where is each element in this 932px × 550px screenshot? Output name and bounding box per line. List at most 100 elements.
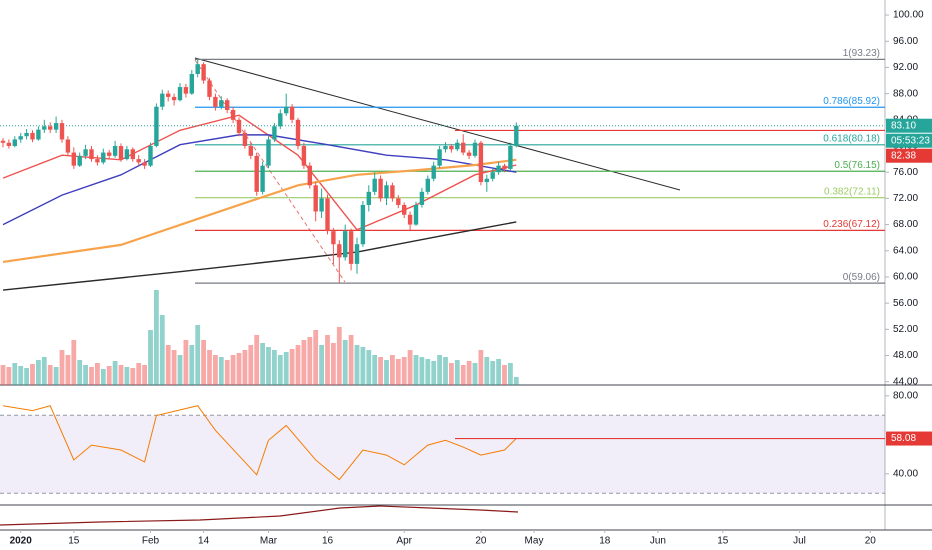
y-tick-label: 60.00 — [893, 272, 918, 283]
volume-bar — [248, 345, 254, 385]
volume-bar — [136, 363, 142, 385]
rsi-tick-label: 80.00 — [893, 390, 918, 401]
volume-bar — [454, 360, 460, 385]
volume-bar — [118, 365, 124, 385]
volume-bar — [443, 357, 448, 385]
volume-bar — [36, 360, 41, 385]
candle-body — [319, 198, 324, 212]
volume-bar — [183, 340, 189, 385]
y-tick-label: 76.00 — [893, 167, 918, 178]
x-tick-label: 16 — [322, 536, 334, 547]
y-tick-label: 48.00 — [893, 350, 918, 361]
candle-body — [272, 126, 277, 140]
volume-bar — [12, 363, 18, 385]
candle-body — [289, 106, 295, 120]
volume-bar — [336, 327, 342, 385]
candle-body — [213, 96, 218, 107]
candle-body — [260, 165, 265, 192]
candle-body — [130, 149, 135, 160]
candle-body — [295, 119, 301, 147]
candle-body — [413, 204, 419, 225]
volume-bar — [502, 365, 507, 385]
volume-bar — [266, 347, 271, 385]
fib-label: 0.5(76.15) — [834, 160, 880, 171]
volume-bar — [384, 360, 389, 385]
candle-body — [278, 113, 283, 127]
candle-body — [366, 191, 371, 205]
level-label-bg — [886, 148, 932, 163]
x-tick-label: 2020 — [10, 536, 33, 547]
candle-body — [171, 96, 177, 101]
volume-bar — [201, 340, 206, 385]
volume-bar — [325, 335, 330, 385]
candle-body — [53, 123, 59, 130]
volume-bar — [171, 350, 177, 385]
volume-bar — [390, 355, 395, 385]
fib-label: 0.236(67.12) — [823, 219, 880, 230]
candle-body — [402, 204, 407, 215]
x-tick-label: 20 — [865, 536, 877, 547]
x-tick-label: Feb — [142, 536, 160, 547]
volume-bar — [106, 366, 112, 385]
candle-body — [425, 178, 430, 192]
volume-bar — [348, 335, 354, 385]
x-tick-label: Jul — [793, 536, 806, 547]
candle-body — [390, 185, 395, 199]
volume-bar — [331, 343, 336, 385]
candle-body — [166, 93, 171, 97]
candle-body — [136, 159, 141, 163]
candle-body — [124, 149, 130, 160]
volume-bar — [419, 357, 425, 385]
rsi-tick-label: 40.00 — [893, 468, 918, 479]
volume-bar — [283, 352, 289, 385]
candle-body — [396, 198, 401, 205]
candle-body — [331, 231, 336, 245]
candle-body — [118, 146, 124, 160]
candle-body — [112, 146, 118, 156]
volume-bar — [53, 367, 59, 385]
volume-bar — [272, 350, 277, 385]
volume-bar — [407, 350, 413, 385]
candle-body — [207, 80, 212, 97]
candle-body — [514, 125, 519, 147]
rsi-level-label-bg — [886, 431, 932, 446]
candle-body — [89, 149, 94, 160]
volume-bar — [313, 330, 319, 385]
candle-body — [154, 106, 159, 147]
volume-bar — [59, 350, 65, 385]
volume-bar — [372, 355, 378, 385]
candle-body — [378, 178, 383, 199]
y-tick-label: 100.00 — [893, 10, 924, 21]
candle-body — [248, 146, 253, 156]
candle-body — [301, 146, 307, 166]
volume-bar — [83, 365, 88, 385]
candle-body — [148, 146, 153, 166]
volume-bar — [224, 360, 230, 385]
candle-body — [472, 142, 478, 156]
x-tick-label: 15 — [68, 536, 80, 547]
candle-body — [42, 126, 47, 130]
candle-body — [225, 100, 230, 110]
volume-bar — [437, 355, 442, 385]
volume-bar — [100, 369, 106, 385]
volume-bar — [478, 350, 484, 385]
x-tick-label: 14 — [198, 536, 210, 547]
volume-bar — [319, 345, 324, 385]
candle-body — [242, 132, 248, 147]
candle-body — [490, 172, 495, 179]
volume-bar — [41, 357, 47, 385]
candle-body — [343, 231, 348, 258]
candle-body — [219, 100, 224, 107]
volume-bar — [89, 367, 94, 385]
volume-bar — [378, 357, 383, 385]
candle-body — [107, 152, 112, 156]
fib-label: 0.382(72.11) — [824, 186, 880, 197]
x-tick-label: Jun — [650, 536, 666, 547]
fib-label: 0.786(85.92) — [823, 96, 880, 107]
volume-bar — [508, 363, 513, 385]
x-tick-label: 15 — [717, 536, 729, 547]
rsi-band — [0, 415, 885, 494]
candle-body — [36, 129, 41, 140]
volume-bar — [24, 368, 29, 385]
